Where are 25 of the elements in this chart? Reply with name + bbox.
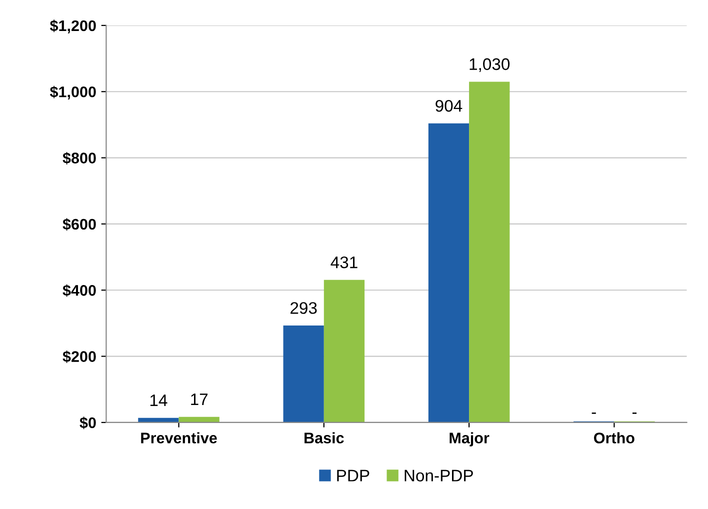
bar	[324, 280, 365, 422]
legend-label: Non-PDP	[404, 470, 473, 482]
data-label: -	[632, 412, 637, 414]
bar	[283, 326, 324, 422]
data-label: 17	[191, 394, 208, 406]
y-tick-label: $600	[62, 218, 96, 231]
y-tick-label: $200	[62, 350, 96, 363]
x-tick-label: Major	[450, 432, 490, 446]
y-tick-label: $1,200	[50, 20, 96, 34]
legend-label: PDP	[337, 470, 370, 482]
y-tick-label: $800	[62, 152, 96, 164]
data-label: 14	[150, 394, 168, 406]
data-label: 293	[290, 302, 317, 314]
y-tick-label: $400	[62, 284, 96, 297]
data-label: 904	[436, 100, 462, 112]
data-label: 1,030	[470, 58, 510, 72]
y-tick-label: $0	[80, 416, 96, 430]
bar	[469, 82, 510, 422]
y-tick-label: $1,000	[50, 86, 96, 100]
x-tick-label: Ortho	[594, 432, 634, 444]
data-label: 431	[330, 256, 358, 268]
data-label: -	[592, 412, 596, 414]
bar	[428, 123, 470, 422]
x-tick-label: Basic	[304, 432, 344, 444]
x-tick-label: Preventive	[141, 432, 217, 444]
